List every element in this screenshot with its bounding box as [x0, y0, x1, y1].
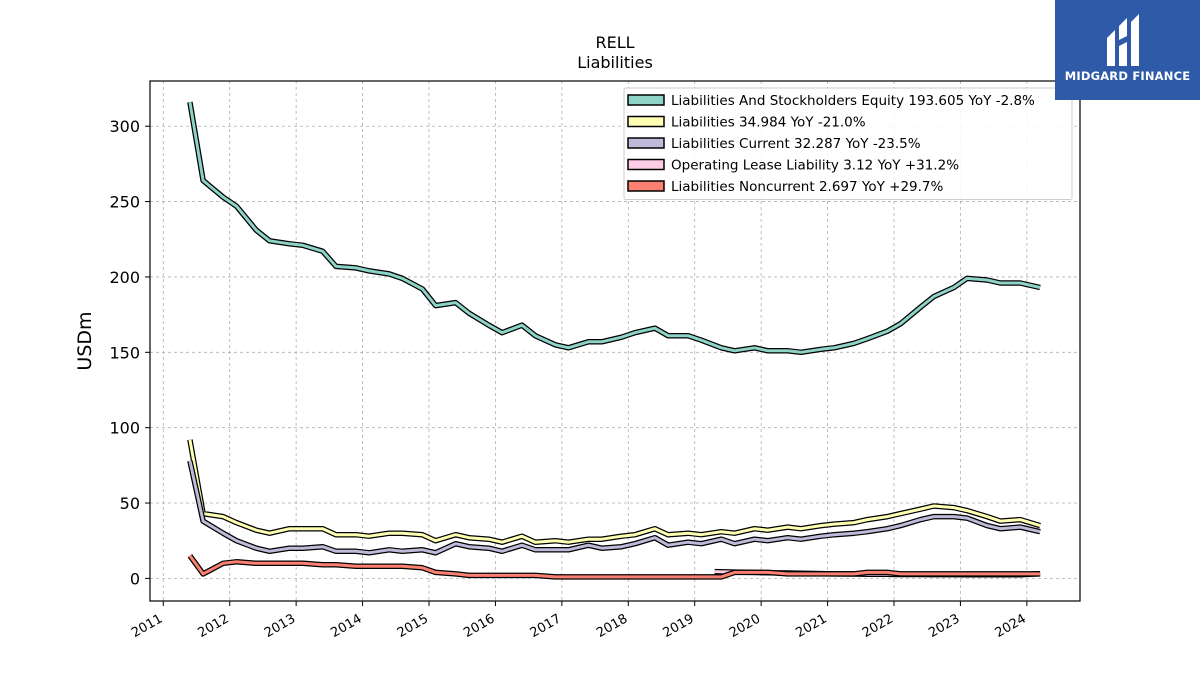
- logo-mark-icon: [1107, 14, 1139, 66]
- legend-swatch: [627, 137, 665, 149]
- x-tick-label: 2024: [993, 611, 1029, 641]
- y-tick-label: 100: [109, 419, 140, 438]
- x-tick-label: 2015: [395, 611, 431, 641]
- y-tick-label: 0: [130, 569, 140, 588]
- x-tick-label: 2018: [594, 611, 630, 641]
- x-tick-label: 2017: [528, 611, 564, 641]
- legend-label: Liabilities Noncurrent 2.697 YoY +29.7%: [671, 179, 944, 195]
- legend-box: [623, 87, 1073, 200]
- y-axis: 0 50 100 150 200 250 300: [109, 117, 150, 588]
- x-tick-label: 2014: [328, 611, 364, 641]
- x-tick-label: 2021: [793, 611, 829, 641]
- legend-swatch: [627, 180, 665, 192]
- logo-text: MIDGARD FINANCE: [1064, 69, 1191, 83]
- x-tick-label: 2012: [196, 611, 232, 641]
- legend-label: Liabilities Current 32.287 YoY -23.5%: [671, 136, 921, 152]
- x-tick-label: 2016: [461, 611, 497, 641]
- series-line-1: [188, 439, 1041, 544]
- y-tick-label: 200: [109, 268, 140, 287]
- legend-label: Operating Lease Liability 3.12 YoY +31.2…: [671, 158, 959, 174]
- x-tick-label: 2013: [262, 611, 298, 641]
- legend-swatch: [627, 158, 665, 171]
- midgard-finance-logo: MIDGARD FINANCE: [1055, 0, 1200, 100]
- y-tick-label: 150: [109, 343, 140, 362]
- y-tick-label: 300: [109, 117, 140, 136]
- x-tick-label: 2020: [727, 611, 763, 641]
- chart-subtitle: Liabilities: [577, 53, 653, 72]
- legend-label: Liabilities 34.984 YoY -21.0%: [671, 115, 866, 131]
- series-line-2: [188, 460, 1041, 555]
- legend-swatch: [627, 115, 665, 128]
- x-tick-label: 2019: [661, 611, 697, 641]
- plot-frame: [149, 80, 1081, 602]
- chart-title: RELL: [595, 33, 634, 52]
- series-layer: [187, 101, 1041, 580]
- series-line-4: [188, 554, 1041, 579]
- y-tick-label: 50: [120, 494, 140, 513]
- series-line-0: [188, 101, 1041, 354]
- legend-label: Liabilities And Stockholders Equity 193.…: [671, 93, 1035, 109]
- x-tick-label: 2022: [860, 611, 896, 641]
- y-axis-label: USDm: [74, 311, 96, 370]
- legend: Liabilities And Stockholders Equity 193.…: [623, 87, 1073, 200]
- x-axis: 2011 2012 2013 2014 2015 2016 2017 2018 2019 2020…: [129, 601, 1029, 641]
- x-tick-label: 2011: [129, 611, 165, 641]
- y-tick-label: 250: [109, 193, 140, 212]
- x-tick-label: 2023: [926, 611, 962, 641]
- legend-swatch: [627, 94, 665, 106]
- series-outline-1: [187, 439, 1041, 545]
